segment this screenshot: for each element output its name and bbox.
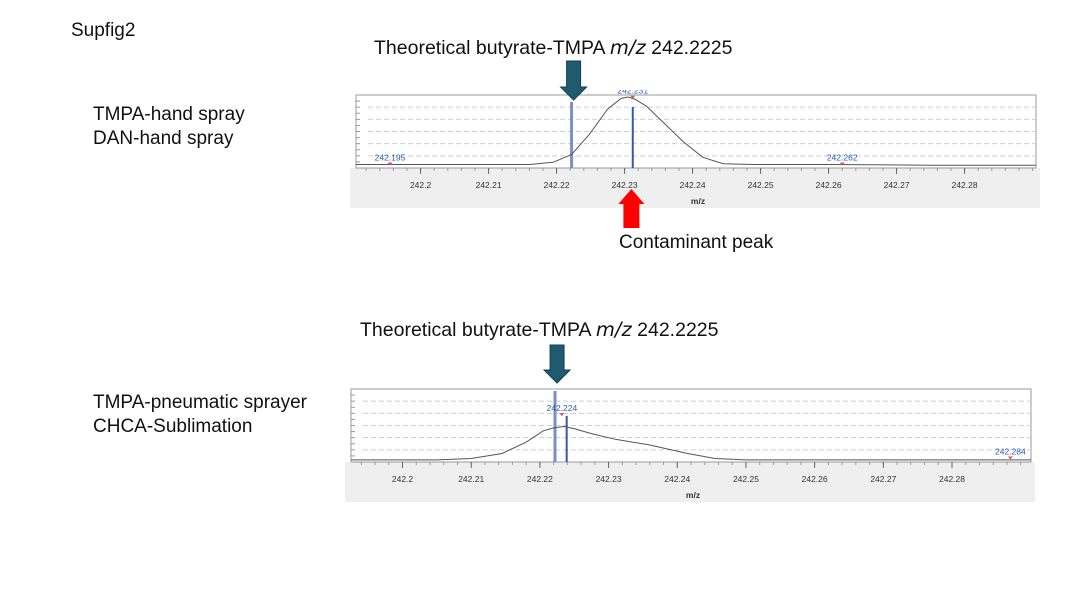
figure-label: Supfig2: [71, 20, 136, 41]
panel1-samples: TMPA-hand spray DAN-hand spray: [93, 103, 245, 151]
panel1-x-tick-label: 242.24: [680, 180, 706, 190]
panel1-x-tick-label: 242.27: [884, 180, 910, 190]
panel1-spectrum: 242.2 242.21 242.22 242.23 242.24 242.25 242.2…: [350, 90, 1040, 208]
panel2-x-tick-label: 242.25: [733, 474, 759, 484]
panel1-x-tick-label: 242.25: [748, 180, 774, 190]
panel1-sample-2: DAN-hand spray: [93, 128, 234, 149]
panel2-x-tick-label: 242.23: [596, 474, 622, 484]
panel1-peak-label: 242.231: [617, 90, 648, 96]
panel1-title-mz: m/z: [609, 36, 646, 59]
panel1-profile-line: [356, 96, 1036, 166]
panel2-title-main: Theoretical butyrate-TMPA: [360, 319, 591, 341]
panel2-spectrum: 242.2 242.21 242.22 242.23 242.24 242.25 242.2…: [345, 388, 1035, 502]
panel2-title-mz: m/z: [595, 318, 632, 341]
panel2-x-tick-label: 242.26: [802, 474, 828, 484]
panel1-peak-marker: [387, 162, 393, 166]
panel2-profile-line: [351, 425, 1031, 461]
contaminant-label: Contaminant peak: [619, 232, 774, 253]
panel2-peak-label: 242.284: [995, 446, 1026, 456]
panel2-peak-label: 242.224: [547, 403, 578, 413]
panel2-x-tick-label: 242.24: [664, 474, 690, 484]
panel1-x-tick-label: 242.23: [612, 180, 638, 190]
panel2-x-tick-label: 242.2: [392, 474, 414, 484]
panel2-x-axis-label: m/z: [686, 490, 700, 500]
panel1-peak-label: 242.262: [827, 152, 858, 162]
panel1-title-value: 242.2225: [651, 37, 733, 59]
panel1-x-tick-label: 242.2: [410, 180, 432, 190]
panel1-x-tick-label: 242.26: [816, 180, 842, 190]
panel2-x-tick-label: 242.21: [458, 474, 484, 484]
panel1-title: Theoretical butyrate-TMPA m/z 242.2225: [374, 36, 732, 60]
panel2-peak-marker: [559, 413, 565, 417]
panel2-sample-2: CHCA-Sublimation: [93, 416, 253, 437]
panel2-x-tick-label: 242.28: [939, 474, 965, 484]
panel2-peak-marker: [1007, 456, 1013, 460]
panel1-title-main: Theoretical butyrate-TMPA: [374, 37, 605, 59]
panel1-x-tick-label: 242.28: [952, 180, 978, 190]
panel2-title: Theoretical butyrate-TMPA m/z 242.2225: [360, 318, 718, 342]
panel2-sample-1: TMPA-pneumatic sprayer: [93, 392, 307, 413]
panel2-samples: TMPA-pneumatic sprayer CHCA-Sublimation: [93, 391, 307, 439]
panel2-x-tick-label: 242.27: [870, 474, 896, 484]
panel2-theoretical-arrow: [542, 344, 572, 384]
panel1-peak-label: 242.195: [375, 152, 406, 162]
panel2-title-value: 242.2225: [637, 319, 719, 341]
panel1-x-tick-label: 242.22: [544, 180, 570, 190]
panel1-x-tick-label: 242.21: [476, 180, 502, 190]
panel2-x-tick-label: 242.22: [527, 474, 553, 484]
panel1-peak-marker: [630, 95, 636, 99]
panel1-x-axis-label: m/z: [691, 196, 705, 206]
panel2-axis-band: [345, 462, 1035, 502]
panel1-axis-band: [350, 168, 1040, 208]
panel1-peak-marker: [839, 162, 845, 166]
panel1-sample-1: TMPA-hand spray: [93, 104, 245, 125]
